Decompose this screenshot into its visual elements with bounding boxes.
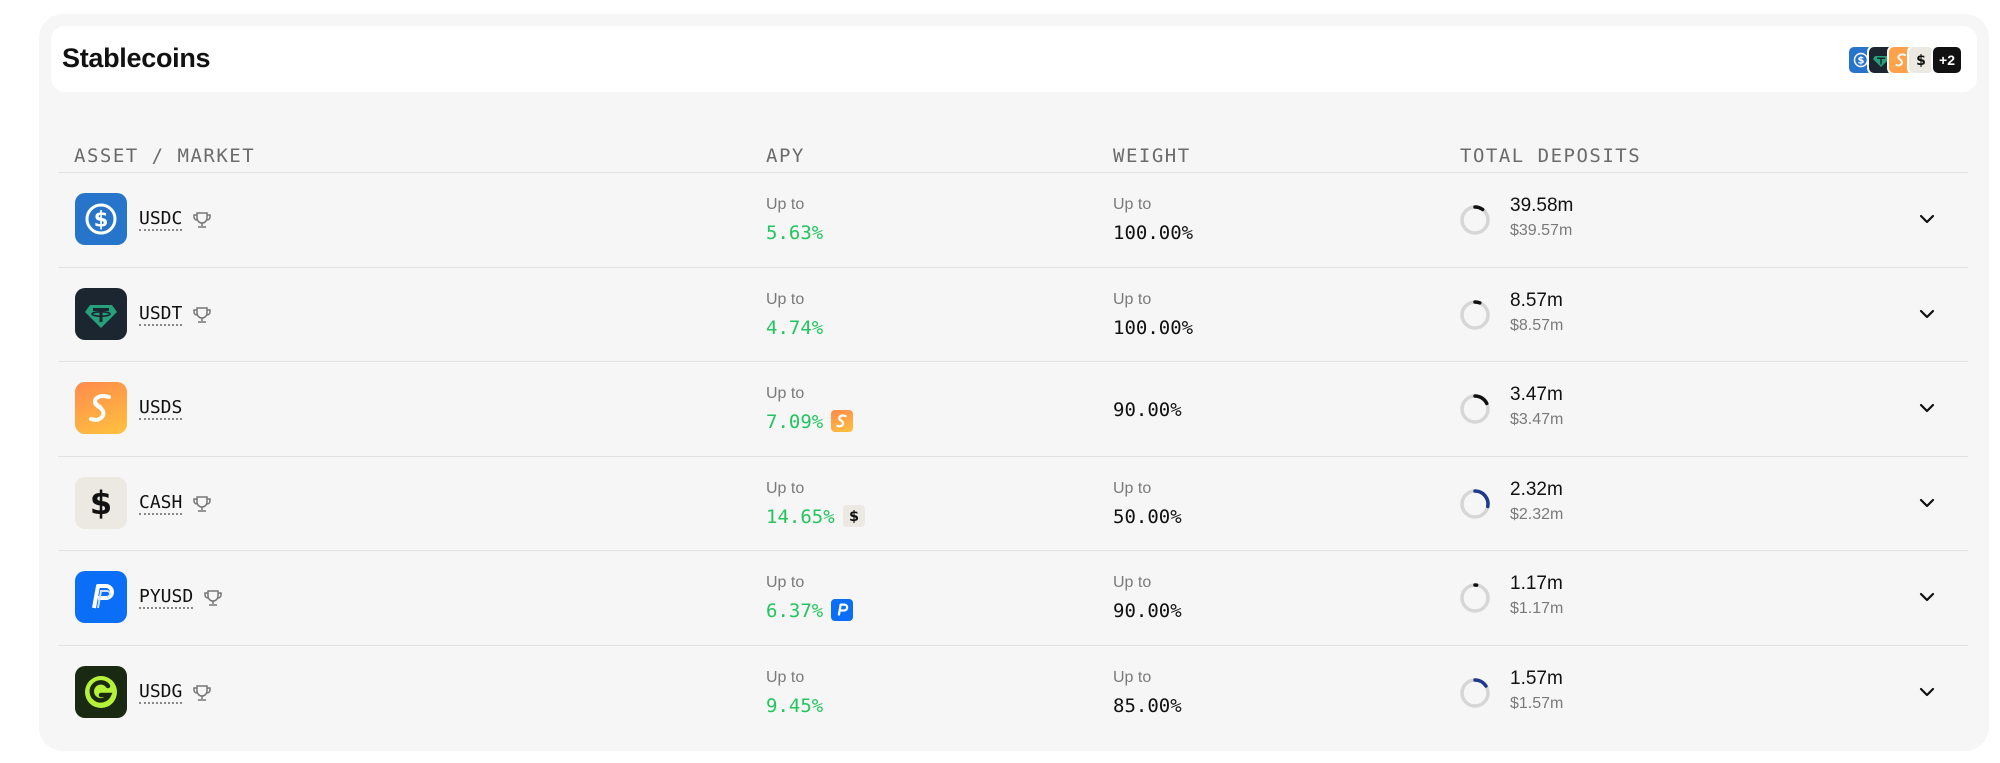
column-header-weight: WEIGHT (1113, 145, 1191, 167)
weight-value: 90.00% (1113, 600, 1182, 622)
apy-value: 4.74% (766, 316, 824, 339)
svg-text:$: $ (1858, 56, 1865, 67)
stablecoins-panel: Stablecoins $ $ +2 ASSET / MARKET APY WE… (39, 14, 1989, 751)
progress-ring-fill (1473, 488, 1490, 508)
progress-ring-fill (1473, 394, 1489, 406)
weight-value: 100.00% (1113, 316, 1194, 339)
weight-value: 100.00% (1113, 222, 1194, 244)
pyusd-reward-icon[interactable] (831, 599, 853, 621)
progress-ring-fill (1473, 205, 1485, 212)
chevron-down-icon[interactable] (1916, 586, 1938, 608)
trophy-icon[interactable] (203, 588, 223, 608)
panel-header: Stablecoins $ $ +2 (51, 26, 1977, 92)
apy-value: 6.37% (766, 600, 824, 622)
asset-name[interactable]: USDC (139, 208, 183, 231)
chevron-down-icon[interactable] (1916, 208, 1938, 230)
total-deposits-usd: $8.57m (1510, 316, 1564, 334)
chevron-down-icon[interactable] (1916, 303, 1938, 325)
progress-ring-track (1460, 205, 1490, 235)
total-deposits-usd: $1.17m (1510, 600, 1564, 617)
total-deposits-usd: $2.32m (1510, 505, 1564, 523)
asset-icon-stack[interactable]: $ $ +2 (1847, 45, 1963, 75)
total-deposits-amount: 8.57m (1510, 289, 1563, 311)
svg-text:$: $ (1916, 53, 1926, 69)
svg-text:$: $ (94, 208, 109, 232)
progress-ring-track (1460, 583, 1490, 613)
column-header-apy: APY (766, 145, 805, 167)
table-row[interactable]: $ CASH Up to 14.65% $ Up to 50.00% 2.32m… (58, 455, 1968, 551)
apy-value: 7.09% (766, 411, 824, 433)
total-deposits-amount: 1.57m (1510, 667, 1563, 689)
pyusd-icon (75, 571, 127, 623)
total-deposits-amount: 1.17m (1510, 573, 1563, 594)
deposit-progress-ring (1460, 583, 1490, 613)
progress-ring-track (1460, 299, 1490, 330)
apy-label: Up to (766, 290, 805, 308)
asset-name[interactable]: CASH (139, 491, 183, 515)
column-header-total-deposits: TOTAL DEPOSITS (1460, 145, 1642, 167)
table-row[interactable]: $ USDC Up to 5.63% Up to 100.00% 39.58m … (58, 172, 1968, 267)
apy-value: 9.45% (766, 694, 824, 717)
asset-name[interactable]: PYUSD (139, 586, 194, 609)
apy-label: Up to (766, 196, 805, 213)
stablecoin-table: $ USDC Up to 5.63% Up to 100.00% 39.58m … (58, 172, 1968, 739)
deposit-progress-ring (1460, 677, 1490, 708)
progress-ring-fill (1473, 299, 1482, 305)
progress-ring-fill (1473, 677, 1488, 688)
weight-value: 50.00% (1113, 505, 1182, 528)
usdg-icon (75, 665, 127, 718)
deposit-progress-ring (1460, 488, 1490, 519)
weight-label: Up to (1113, 479, 1152, 497)
total-deposits-amount: 39.58m (1510, 195, 1574, 216)
deposit-progress-ring (1460, 299, 1490, 330)
weight-label: Up to (1113, 574, 1152, 591)
svg-text:$: $ (849, 508, 859, 524)
table-row[interactable]: USDS Up to 7.09% 90.00% 3.47m $3.47m (58, 361, 1968, 456)
apy-label: Up to (766, 479, 805, 497)
usds-icon (75, 382, 127, 434)
cash-icon: $ (75, 476, 127, 529)
more-assets-badge[interactable]: +2 (1931, 45, 1963, 75)
total-deposits-amount: 2.32m (1510, 478, 1563, 500)
weight-label: Up to (1113, 196, 1152, 213)
apy-label: Up to (766, 385, 805, 402)
table-row[interactable]: PYUSD Up to 6.37% Up to 90.00% 1.17m $1.… (58, 550, 1968, 645)
apy-label: Up to (766, 668, 805, 686)
trophy-icon[interactable] (192, 494, 212, 514)
total-deposits-usd: $3.47m (1510, 411, 1564, 428)
usdt-icon (75, 287, 127, 340)
usds-reward-icon[interactable] (831, 410, 853, 432)
trophy-icon[interactable] (192, 305, 212, 325)
weight-label: Up to (1113, 668, 1152, 686)
trophy-icon[interactable] (192, 683, 212, 703)
deposit-progress-ring (1460, 394, 1490, 424)
trophy-icon[interactable] (192, 210, 212, 230)
weight-value: 85.00% (1113, 694, 1182, 717)
table-row[interactable]: USDT Up to 4.74% Up to 100.00% 8.57m $8.… (58, 266, 1968, 362)
cash-icon: $ (1907, 45, 1935, 75)
panel-title: Stablecoins (62, 43, 211, 73)
svg-text:$: $ (90, 484, 112, 522)
table-row[interactable]: USDG Up to 9.45% Up to 85.00% 1.57m $1.5… (58, 644, 1968, 740)
chevron-down-icon[interactable] (1916, 397, 1938, 419)
cash-reward-icon[interactable]: $ (843, 504, 865, 527)
total-deposits-amount: 3.47m (1510, 384, 1563, 405)
deposit-progress-ring (1460, 205, 1490, 235)
column-header-asset: ASSET / MARKET (74, 145, 256, 167)
total-deposits-usd: $39.57m (1510, 222, 1573, 239)
weight-label: Up to (1113, 290, 1152, 308)
asset-name[interactable]: USDT (139, 302, 183, 326)
apy-label: Up to (766, 574, 805, 591)
asset-name[interactable]: USDG (139, 680, 183, 704)
apy-value: 5.63% (766, 222, 824, 244)
total-deposits-usd: $1.57m (1510, 694, 1564, 712)
apy-value: 14.65% (766, 505, 835, 528)
weight-value: 90.00% (1113, 399, 1182, 421)
usdc-icon: $ (75, 193, 127, 245)
asset-name[interactable]: USDS (139, 397, 183, 420)
chevron-down-icon[interactable] (1916, 681, 1938, 703)
chevron-down-icon[interactable] (1916, 492, 1938, 514)
